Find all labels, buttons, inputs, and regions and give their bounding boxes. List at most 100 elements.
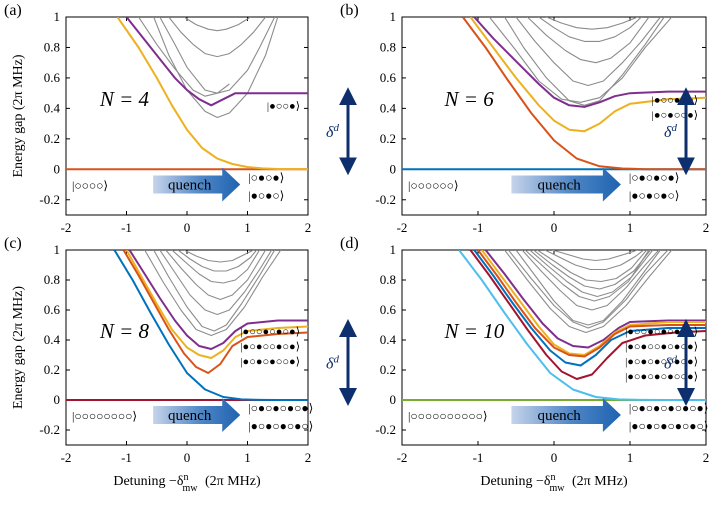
x-axis-label-unit: (2π MHz)	[201, 474, 261, 489]
gray-level-line	[159, 17, 276, 94]
y-tick-label: 1	[390, 242, 397, 257]
x-tick-label: -2	[397, 450, 408, 465]
gray-level-line	[171, 250, 261, 284]
x-axis-label: Detuning −δn mw (2π MHz)	[113, 472, 261, 494]
x-tick-label: 0	[184, 450, 191, 465]
quench-arrow-shape	[511, 398, 621, 432]
y-tick-label: -0.2	[39, 422, 60, 437]
x-axis-label-sup: n	[550, 472, 555, 483]
initial-state-ket: |○○○○○○○○○○⟩	[408, 409, 488, 423]
quench-arrow: quench	[511, 398, 621, 432]
panel-label: (c)	[4, 235, 22, 252]
y-tick-label: 0.2	[44, 131, 60, 146]
panel-b: -2 -1 0 1 2 -0.2 0 0.2 0.4 0.6 0.8 1 (b) N = 6 quench |…	[340, 2, 709, 235]
y-tick-label: 0.6	[44, 70, 61, 85]
y-tick-label: 0	[390, 161, 397, 176]
gray-level-line	[507, 250, 669, 329]
gap-yellow-line	[480, 250, 706, 356]
gap-yellow-line	[125, 250, 308, 359]
x-tick-label: 1	[627, 220, 634, 235]
y-tick-label: 0.2	[380, 131, 396, 146]
excited-purple-line	[128, 250, 308, 350]
gray-level-line	[536, 250, 648, 283]
y-tick-label: 0.8	[44, 272, 60, 287]
panel-c: -2 -1 0 1 2 -0.2 0 0.2 0.4 0.6 0.8 1 (c) N = 8 quench |…	[4, 235, 313, 494]
gray-level-line	[521, 250, 660, 311]
x-tick-label: 1	[244, 450, 251, 465]
upper-state-ket: |●○●○●○○●⟩	[240, 356, 300, 368]
final-state-ket: |○●○●○●○●⟩	[248, 401, 313, 415]
panel-label: (b)	[340, 2, 359, 19]
delta-symbol: δ	[326, 124, 334, 141]
delta-d-label: δd	[664, 354, 677, 373]
gray-level-line	[533, 250, 651, 290]
gray-level-line	[153, 17, 279, 119]
gray-level-line	[144, 250, 282, 337]
upper-state-ket: |●○○●⟩	[267, 100, 300, 112]
gray-level-line	[546, 17, 638, 30]
x-tick-label: -2	[61, 450, 72, 465]
y-tick-label: 0.8	[380, 272, 396, 287]
x-tick-label: 2	[703, 220, 709, 235]
y-tick-label: 0	[54, 392, 61, 407]
initial-state-ket: |○○○○○○○○⟩	[72, 409, 137, 423]
y-tick-label: 0	[54, 161, 61, 176]
x-tick-label: -1	[121, 450, 132, 465]
quench-arrow-shape	[511, 167, 621, 202]
gray-level-line	[504, 17, 665, 106]
gray-level-line	[138, 17, 230, 97]
x-axis-label-main: Detuning −δ	[480, 474, 550, 489]
y-tick-label: 0.2	[380, 362, 396, 377]
upper-state-ket: |●○○●○●○●⟩	[240, 326, 300, 338]
final-state-ket: |○●○●○●○●○●⟩	[629, 401, 709, 415]
final-state-ket: |○●○●○●⟩	[629, 171, 680, 185]
y-tick-label: 0.4	[380, 100, 397, 115]
y-tick-label: 0.6	[380, 302, 397, 317]
x-tick-label: -1	[121, 220, 132, 235]
delta-superscript: d	[671, 354, 677, 366]
excited-purple-line	[125, 17, 308, 107]
y-tick-label: -0.2	[39, 192, 60, 207]
delta-d-arrow: δd	[326, 319, 357, 406]
x-tick-label: -1	[473, 220, 484, 235]
delta-superscript: d	[333, 354, 339, 366]
gap-orange-line	[122, 250, 308, 374]
y-axis-label: Energy gap (2π MHz)	[11, 54, 26, 177]
x-axis-label-sup: n	[183, 472, 188, 483]
delta-symbol: δ	[664, 124, 672, 141]
x-axis-label-main: Detuning −δ	[113, 474, 183, 489]
delta-superscript: d	[333, 122, 339, 134]
gray-level-line	[153, 250, 276, 332]
y-tick-label: -0.2	[375, 422, 396, 437]
quench-label: quench	[537, 408, 581, 424]
x-tick-label: 2	[305, 450, 312, 465]
final-state-ket: |●○●○●○●○⟩	[248, 419, 313, 433]
panel-label: (d)	[340, 235, 359, 252]
final-state-ket: |●○●○●○●○●○⟩	[629, 419, 709, 433]
delta-d-arrow: δd	[664, 87, 695, 176]
y-tick-label: 0.6	[44, 302, 61, 317]
excited-purple-line	[473, 17, 706, 108]
x-tick-label: 1	[627, 450, 634, 465]
gap-blue-line	[473, 250, 706, 367]
x-tick-label: 1	[244, 220, 251, 235]
y-tick-label: 1	[54, 9, 61, 24]
y-tick-label: 0.4	[44, 100, 61, 115]
n-label: N = 6	[444, 87, 495, 111]
initial-state-ket: |○○○○⟩	[72, 179, 108, 193]
gray-level-line	[552, 250, 638, 262]
curve-layer	[402, 17, 706, 171]
gap-orange-line	[477, 250, 706, 358]
gap-darkred-line	[469, 250, 706, 380]
x-axis-label-sub: mw	[182, 483, 198, 494]
y-tick-label: 0.4	[44, 332, 61, 347]
quench-label: quench	[168, 408, 212, 424]
gray-level-line	[515, 17, 661, 87]
gap-orange-line	[461, 17, 706, 171]
initial-state-ket: |○○○○○○⟩	[408, 179, 459, 193]
gray-level-line	[504, 250, 673, 334]
x-tick-label: 2	[703, 450, 709, 465]
curve-layer	[66, 17, 308, 171]
gray-level-line	[177, 250, 258, 272]
